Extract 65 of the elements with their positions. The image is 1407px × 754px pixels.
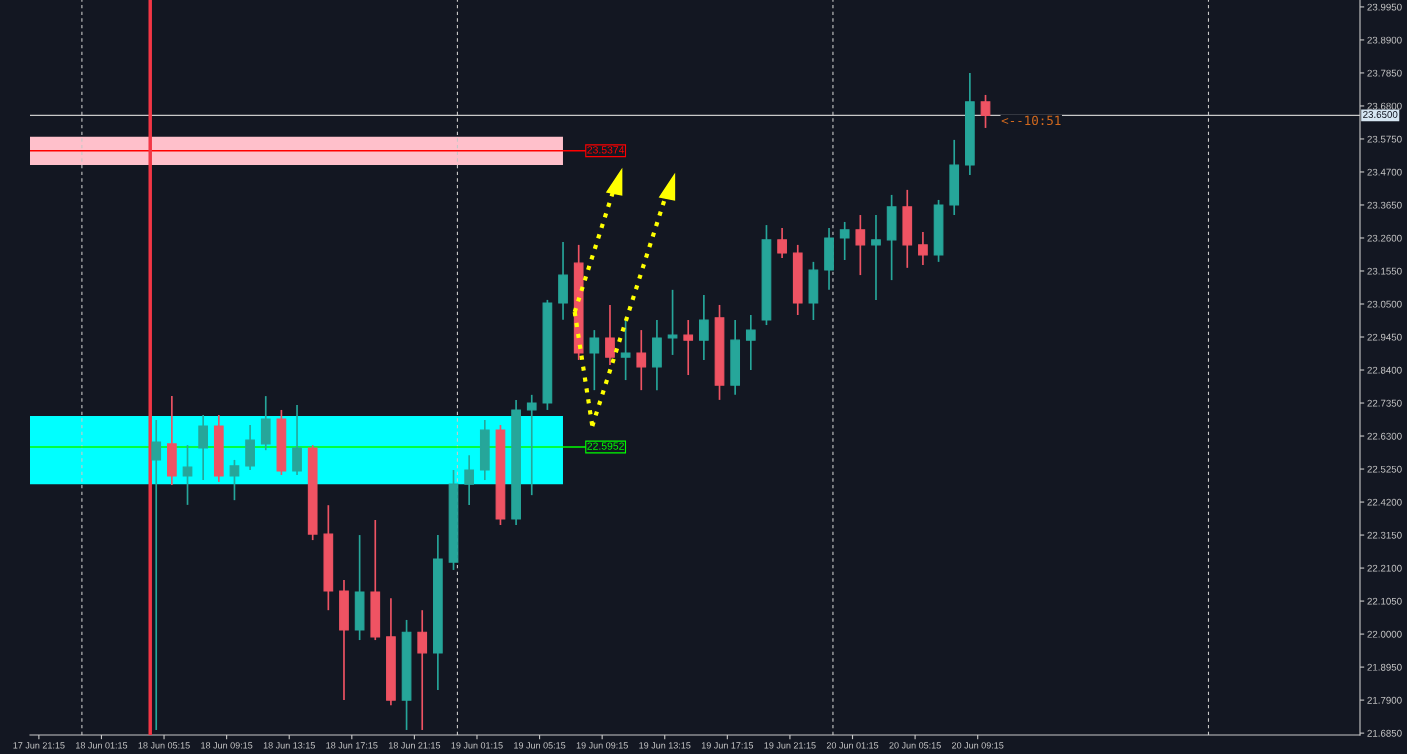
y-tick-label: 23.9950 bbox=[1367, 3, 1402, 11]
x-tick-label: 18 Jun 05:15 bbox=[138, 742, 190, 749]
y-tick-label: 22.3150 bbox=[1367, 531, 1402, 539]
candlestick bbox=[605, 304, 615, 366]
ref-line-label: 23.5374 bbox=[587, 146, 625, 154]
x-tick-label: 20 Jun 01:15 bbox=[826, 742, 879, 749]
candlestick bbox=[417, 609, 428, 731]
y-tick-label: 23.8900 bbox=[1367, 36, 1402, 44]
x-tick-label: 18 Jun 09:15 bbox=[201, 742, 253, 749]
candlestick bbox=[198, 414, 209, 481]
y-tick-label: 22.5250 bbox=[1367, 465, 1402, 473]
candlestick bbox=[292, 404, 302, 476]
candlestick bbox=[229, 459, 240, 501]
x-tick-label: 17 Jun 21:15 bbox=[13, 742, 65, 749]
y-tick-label: 21.7900 bbox=[1367, 696, 1402, 704]
x-tick-label: 18 Jun 01:15 bbox=[76, 742, 128, 749]
x-tick-label: 19 Jun 05:15 bbox=[514, 742, 566, 749]
y-tick-label: 22.8400 bbox=[1367, 366, 1402, 374]
x-tick-label: 19 Jun 01:15 bbox=[451, 742, 503, 749]
candlestick bbox=[667, 289, 678, 356]
y-tick-label: 23.4700 bbox=[1367, 168, 1402, 176]
y-tick-label: 23.0500 bbox=[1367, 300, 1402, 308]
x-tick-label: 20 Jun 05:15 bbox=[889, 742, 941, 749]
annotation: <--10:51 bbox=[1001, 115, 1061, 126]
candlestick bbox=[464, 454, 475, 506]
x-tick-label: 19 Jun 09:15 bbox=[576, 742, 628, 749]
y-tick-label: 21.8950 bbox=[1367, 663, 1402, 671]
candlestick bbox=[699, 294, 709, 361]
y-tick-label: 23.1550 bbox=[1367, 267, 1402, 275]
y-tick-label: 22.2100 bbox=[1367, 564, 1402, 572]
y-tick-label: 23.2600 bbox=[1367, 234, 1402, 242]
x-tick-label: 19 Jun 17:15 bbox=[701, 742, 754, 749]
candlestick bbox=[871, 214, 881, 301]
candlestick bbox=[182, 444, 193, 506]
candlestick bbox=[589, 329, 600, 391]
y-tick-label: 22.6300 bbox=[1367, 432, 1402, 440]
x-tick-label: 19 Jun 21:15 bbox=[764, 742, 816, 749]
candlestick bbox=[839, 221, 850, 261]
y-tick-label: 23.6800 bbox=[1367, 102, 1402, 110]
y-tick-label: 23.3650 bbox=[1367, 201, 1402, 209]
candlestick bbox=[855, 214, 866, 276]
x-tick-label: 20 Jun 09:15 bbox=[952, 742, 1004, 749]
y-tick-label: 22.0000 bbox=[1367, 630, 1402, 638]
candlestick bbox=[636, 329, 647, 391]
candlestick bbox=[745, 314, 756, 371]
y-tick-label: 23.7850 bbox=[1367, 69, 1402, 77]
y-tick-label: 22.1050 bbox=[1367, 597, 1402, 605]
y-tick-label: 22.7350 bbox=[1367, 399, 1402, 407]
candlestick bbox=[620, 319, 631, 381]
x-tick-label: 18 Jun 17:15 bbox=[326, 742, 378, 749]
y-tick-label: 22.4200 bbox=[1367, 498, 1402, 506]
x-tick-label: 18 Jun 21:15 bbox=[388, 742, 441, 749]
y-tick-label: 21.6850 bbox=[1367, 729, 1402, 737]
ref-line-label: 22.5952 bbox=[587, 442, 624, 450]
candlestick bbox=[980, 94, 991, 129]
candlestick bbox=[683, 319, 694, 376]
candlestick bbox=[918, 231, 928, 266]
candlestick bbox=[151, 419, 162, 731]
x-tick-label: 19 Jun 13:15 bbox=[639, 742, 691, 749]
candlestick bbox=[777, 227, 787, 259]
y-tick-label: 23.5750 bbox=[1367, 135, 1402, 143]
y-tick-label: 22.9450 bbox=[1367, 333, 1402, 341]
candlestick bbox=[526, 394, 537, 496]
ref-line-label: 23.6500 bbox=[1363, 111, 1398, 118]
x-tick-label: 18 Jun 13:15 bbox=[263, 742, 315, 749]
